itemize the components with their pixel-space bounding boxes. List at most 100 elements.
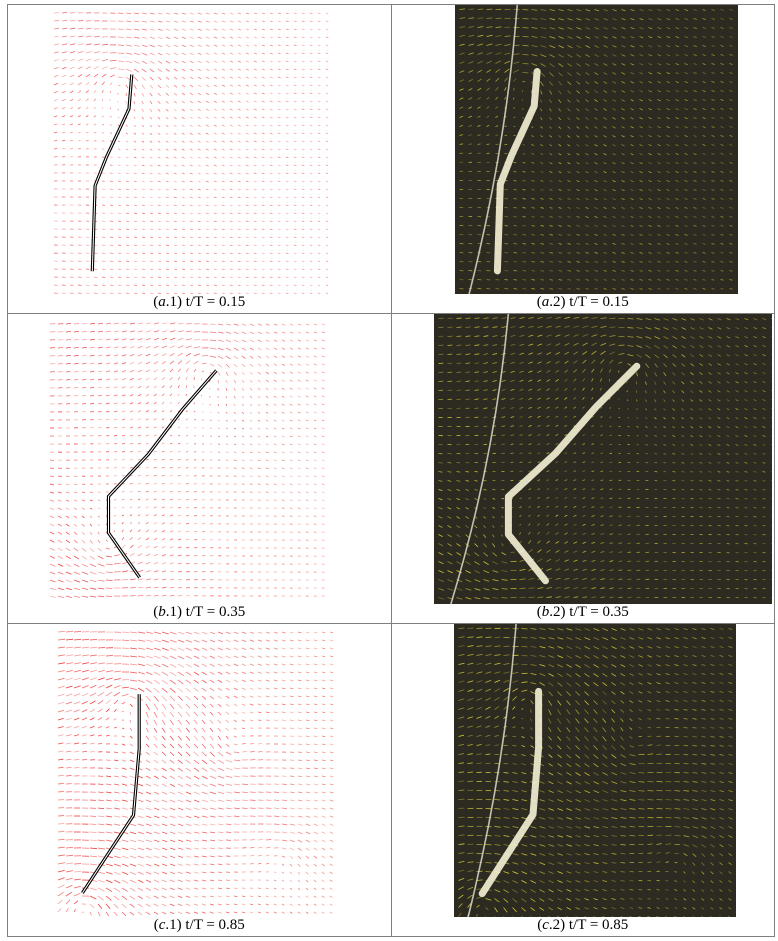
velocity-vector xyxy=(217,655,223,659)
velocity-vector xyxy=(101,90,104,94)
velocity-vector xyxy=(301,76,305,79)
velocity-vector xyxy=(185,360,191,365)
velocity-vector xyxy=(281,355,286,358)
velocity-vector xyxy=(113,451,118,453)
velocity-vector xyxy=(665,144,670,147)
velocity-vector xyxy=(129,482,133,485)
velocity-vector xyxy=(305,323,310,326)
velocity-vector xyxy=(205,164,209,167)
velocity-vector xyxy=(458,34,465,37)
velocity-vector xyxy=(584,90,589,94)
velocity-vector xyxy=(476,34,483,37)
velocity-vector xyxy=(674,288,679,290)
velocity-vector xyxy=(165,260,169,263)
velocity-vector xyxy=(608,542,613,544)
velocity-vector xyxy=(209,403,211,406)
velocity-vector xyxy=(289,387,293,390)
velocity-vector xyxy=(608,533,613,535)
velocity-vector xyxy=(635,318,642,320)
velocity-vector xyxy=(57,571,64,575)
velocity-vector xyxy=(53,82,59,86)
velocity-vector xyxy=(321,363,325,366)
velocity-vector xyxy=(620,189,625,191)
velocity-vector xyxy=(626,560,631,562)
velocity-vector xyxy=(482,416,487,418)
velocity-vector xyxy=(437,489,443,491)
velocity-vector xyxy=(725,345,730,348)
velocity-vector xyxy=(518,326,524,328)
velocity-vector xyxy=(145,506,149,509)
velocity-vector xyxy=(491,389,497,391)
velocity-vector xyxy=(253,284,257,286)
velocity-vector xyxy=(245,220,249,223)
velocity-vector xyxy=(554,596,561,598)
velocity-vector xyxy=(281,331,286,334)
velocity-vector xyxy=(710,153,715,155)
velocity-vector xyxy=(157,156,161,159)
velocity-vector xyxy=(752,489,756,491)
velocity-vector xyxy=(69,148,74,150)
velocity-vector xyxy=(575,288,580,290)
velocity-vector xyxy=(133,212,137,215)
velocity-vector xyxy=(437,480,442,482)
velocity-vector xyxy=(185,410,188,413)
velocity-vector xyxy=(590,434,594,436)
velocity-vector xyxy=(241,679,246,683)
velocity-vector xyxy=(177,330,184,333)
velocity-vector xyxy=(683,81,688,84)
velocity-vector xyxy=(494,115,498,118)
velocity-vector xyxy=(698,426,702,429)
velocity-vector xyxy=(261,180,265,183)
velocity-vector xyxy=(662,318,669,321)
velocity-vector xyxy=(61,115,66,118)
velocity-vector xyxy=(476,60,483,64)
velocity-vector xyxy=(629,135,634,138)
velocity-vector xyxy=(464,579,471,583)
velocity-vector xyxy=(77,90,82,94)
velocity-vector xyxy=(161,639,169,643)
flap-outline-inner xyxy=(91,74,133,272)
velocity-vector xyxy=(185,663,192,668)
velocity-vector xyxy=(545,443,549,445)
velocity-vector xyxy=(101,66,108,70)
velocity-vector xyxy=(548,270,553,272)
velocity-vector xyxy=(527,548,533,553)
velocity-vector xyxy=(205,292,209,294)
velocity-vector xyxy=(710,288,714,290)
velocity-vector xyxy=(137,450,141,453)
velocity-vector xyxy=(233,395,236,399)
velocity-vector xyxy=(129,346,135,349)
velocity-vector xyxy=(581,334,588,337)
velocity-vector xyxy=(458,79,464,82)
velocity-vector xyxy=(69,139,73,142)
velocity-vector xyxy=(221,84,226,87)
velocity-vector xyxy=(293,276,297,278)
velocity-vector xyxy=(137,474,141,477)
velocity-vector xyxy=(554,461,558,463)
velocity-vector xyxy=(491,570,498,573)
velocity-vector xyxy=(301,276,305,278)
velocity-vector xyxy=(539,198,544,200)
velocity-vector xyxy=(277,292,281,294)
velocity-vector xyxy=(77,115,81,118)
velocity-vector xyxy=(241,411,245,414)
velocity-vector xyxy=(173,196,177,199)
velocity-vector xyxy=(261,108,265,111)
velocity-vector xyxy=(289,347,294,350)
velocity-vector xyxy=(728,153,733,155)
velocity-vector xyxy=(225,687,230,691)
velocity-vector xyxy=(73,523,78,527)
reflection-streak xyxy=(467,5,518,294)
velocity-vector xyxy=(65,555,72,560)
velocity-vector xyxy=(476,78,482,82)
velocity-vector xyxy=(716,327,721,330)
velocity-vector xyxy=(209,655,215,659)
velocity-vector xyxy=(237,236,241,239)
velocity-vector xyxy=(503,77,508,82)
velocity-vector xyxy=(455,344,461,346)
velocity-vector xyxy=(566,288,571,290)
velocity-vector xyxy=(581,387,585,391)
velocity-vector xyxy=(109,59,117,62)
velocity-vector xyxy=(455,335,461,337)
velocity-vector xyxy=(125,244,130,246)
